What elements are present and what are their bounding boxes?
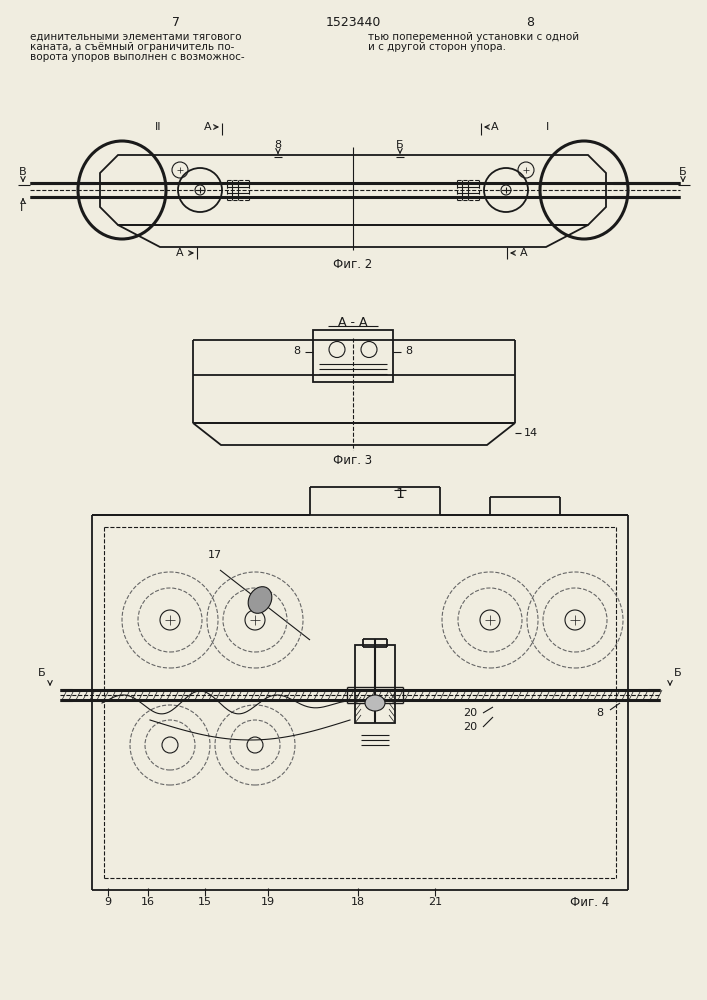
Text: А: А (520, 248, 528, 258)
Text: 14: 14 (524, 428, 538, 438)
Text: 19: 19 (261, 897, 275, 907)
Text: 16: 16 (141, 897, 155, 907)
Text: Г: Г (20, 203, 26, 213)
Text: 18: 18 (351, 897, 365, 907)
Text: А - А: А - А (338, 316, 368, 328)
Text: Б: Б (679, 167, 686, 177)
Text: 20: 20 (463, 708, 477, 718)
Bar (355, 645, 395, 723)
Ellipse shape (248, 587, 271, 613)
Text: 8: 8 (526, 15, 534, 28)
Text: и с другой сторон упора.: и с другой сторон упора. (368, 42, 506, 52)
Text: А: А (204, 122, 212, 132)
Text: А: А (176, 248, 184, 258)
Text: тью попеременной установки с одной: тью попеременной установки с одной (368, 32, 579, 42)
Text: каната, а съёмный ограничитель по-: каната, а съёмный ограничитель по- (30, 42, 235, 52)
Text: Фиг. 4: Фиг. 4 (571, 896, 609, 908)
Text: 1523440: 1523440 (325, 15, 380, 28)
Text: 20: 20 (463, 722, 477, 732)
Text: единительными элементами тягового: единительными элементами тягового (30, 32, 242, 42)
Text: 8: 8 (597, 708, 604, 718)
Text: Фиг. 3: Фиг. 3 (334, 454, 373, 466)
Text: 21: 21 (428, 897, 442, 907)
Text: Б: Б (674, 668, 682, 678)
Text: Фиг. 2: Фиг. 2 (334, 258, 373, 271)
Text: 17: 17 (208, 550, 222, 560)
Text: 8: 8 (274, 140, 281, 150)
Text: 7: 7 (172, 15, 180, 28)
Text: Б: Б (396, 140, 404, 150)
Text: 8: 8 (293, 347, 300, 357)
Text: А: А (491, 122, 499, 132)
Text: В: В (19, 167, 27, 177)
Text: ворота упоров выполнен с возможнос-: ворота упоров выполнен с возможнос- (30, 52, 245, 62)
Text: Б: Б (38, 668, 46, 678)
Text: 15: 15 (198, 897, 212, 907)
Bar (313, 330, 393, 381)
Ellipse shape (365, 695, 385, 711)
Text: 8: 8 (405, 347, 413, 357)
Text: I: I (547, 122, 549, 132)
Text: II: II (155, 122, 161, 132)
Text: 1: 1 (395, 487, 404, 501)
Text: 9: 9 (105, 897, 112, 907)
